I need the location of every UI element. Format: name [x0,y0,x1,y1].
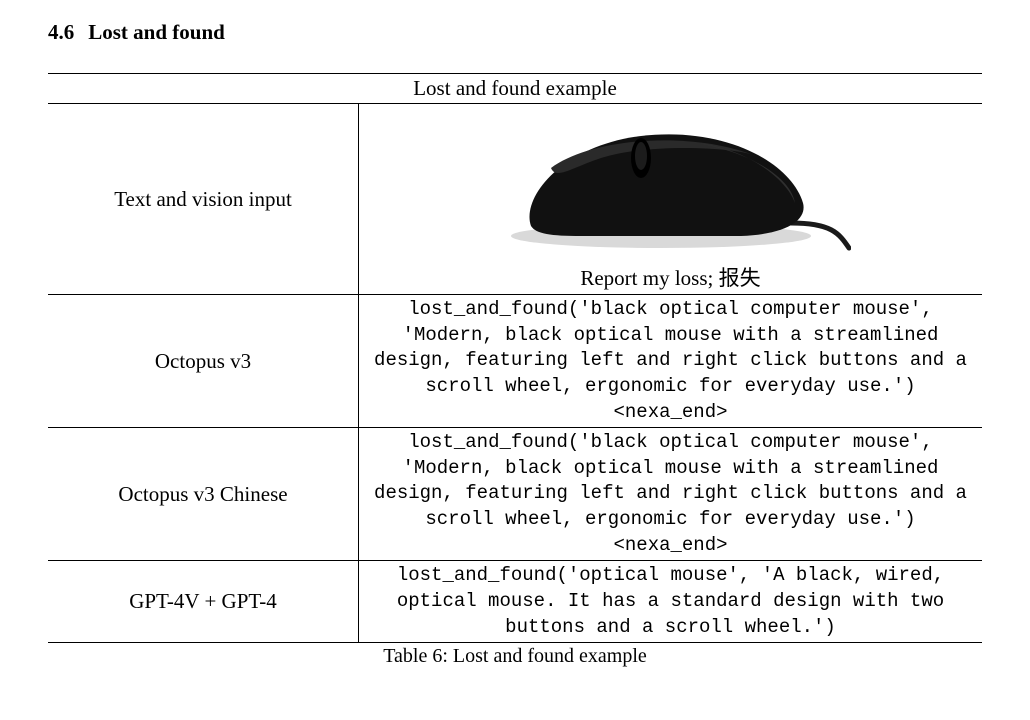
input-row: Text and vision input Report my loss; 报失 [48,104,982,295]
table-row: GPT-4V + GPT-4 lost_and_found('optical m… [48,561,982,643]
mouse-image [369,106,972,258]
row-label-1: Octopus v3 Chinese [48,428,359,561]
table-caption: Table 6: Lost and found example [48,645,982,668]
page: 4.6 Lost and found Lost and found example… [0,0,1030,688]
row-text-1: lost_and_found('black optical computer m… [359,428,983,561]
section-heading: 4.6 Lost and found [48,20,982,45]
row-text-2: lost_and_found('optical mouse', 'A black… [359,561,983,643]
table-row: Octopus v3 lost_and_found('black optical… [48,295,982,428]
table-row: Octopus v3 Chinese lost_and_found('black… [48,428,982,561]
row-label-0: Octopus v3 [48,295,359,428]
table-title: Lost and found example [48,74,982,104]
row-label-2: GPT-4V + GPT-4 [48,561,359,643]
input-caption: Report my loss; 报失 [369,262,972,292]
table-title-row: Lost and found example [48,74,982,104]
section-title: Lost and found [88,20,225,44]
row-text-0: lost_and_found('black optical computer m… [359,295,983,428]
example-table: Lost and found example Text and vision i… [48,73,982,643]
input-label: Text and vision input [48,104,359,295]
section-number: 4.6 [48,20,74,44]
input-content: Report my loss; 报失 [359,104,983,295]
mouse-icon [491,108,851,258]
